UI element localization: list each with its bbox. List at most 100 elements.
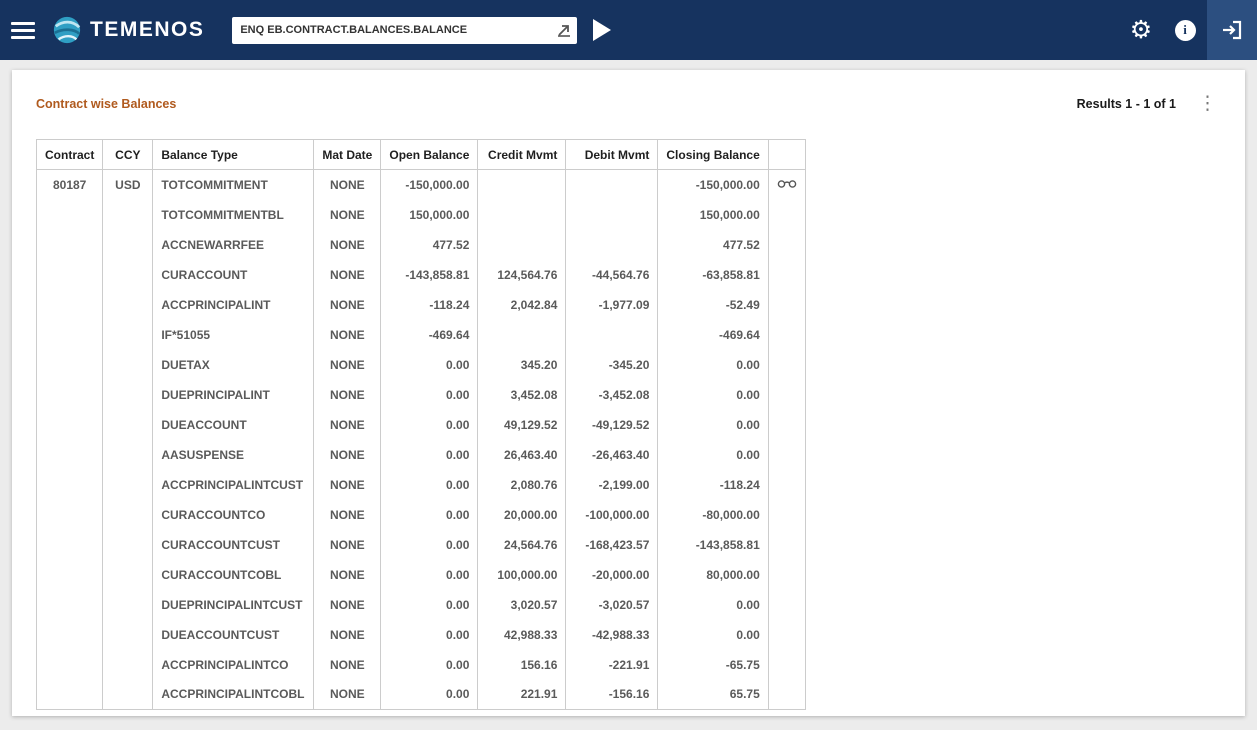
sign-out-button[interactable] — [1207, 0, 1257, 60]
cell-balance-type: CURACCOUNTCOBL — [152, 559, 315, 590]
temenos-logo: TEMENOS — [52, 15, 204, 45]
command-input[interactable] — [232, 16, 578, 44]
cell-contract — [35, 559, 104, 590]
cell-debit-mvmt: -100,000.00 — [565, 499, 659, 530]
settings-button[interactable]: ⚙ — [1119, 0, 1163, 60]
cell-credit-mvmt — [477, 319, 567, 350]
cell-contract — [35, 439, 104, 470]
cell-open-balance: 477.52 — [380, 229, 479, 260]
cell-debit-mvmt: -42,988.33 — [565, 619, 659, 650]
page-title: Contract wise Balances — [36, 96, 177, 111]
top-navigation-bar: TEMENOS ⚙ i — [0, 0, 1257, 60]
cell-closing-balance: -143,858.81 — [657, 529, 769, 560]
cell-mat-date: NONE — [313, 619, 382, 650]
cell-balance-type: ACCPRINCIPALINTCUST — [152, 469, 315, 500]
cell-credit-mvmt — [477, 169, 567, 200]
cell-mat-date: NONE — [313, 589, 382, 620]
cell-mat-date: NONE — [313, 649, 382, 680]
cell-balance-type: ACCNEWARRFEE — [152, 229, 315, 260]
cell-debit-mvmt — [565, 199, 659, 230]
info-button[interactable]: i — [1163, 0, 1207, 60]
col-header-contract: Contract — [35, 139, 104, 170]
cell-closing-balance: 0.00 — [657, 589, 769, 620]
col-header-credit-mvmt: Credit Mvmt — [477, 139, 567, 170]
cell-contract — [35, 259, 104, 290]
cell-mat-date: NONE — [313, 679, 382, 710]
col-header-actions — [767, 139, 806, 170]
cell-open-balance: 0.00 — [380, 409, 479, 440]
cell-actions — [767, 169, 806, 200]
cell-debit-mvmt — [565, 169, 659, 200]
cell-credit-mvmt: 345.20 — [477, 349, 567, 380]
globe-logo-icon — [53, 16, 81, 44]
more-options-icon[interactable]: ⋮ — [1198, 93, 1217, 114]
cell-credit-mvmt: 42,988.33 — [477, 619, 567, 650]
hamburger-menu-icon[interactable] — [0, 0, 46, 60]
cell-mat-date: NONE — [313, 439, 382, 470]
cell-actions — [767, 349, 806, 380]
cell-contract — [35, 649, 104, 680]
cell-mat-date: NONE — [313, 319, 382, 350]
cell-open-balance: -469.64 — [380, 319, 479, 350]
cell-mat-date: NONE — [313, 289, 382, 320]
cell-closing-balance: -469.64 — [657, 319, 769, 350]
cell-ccy — [102, 199, 154, 230]
submit-command-icon[interactable] — [555, 21, 573, 39]
cell-actions — [767, 559, 806, 590]
cell-mat-date: NONE — [313, 409, 382, 440]
table-row: AASUSPENSE NONE 0.00 26,463.40 -26,463.4… — [35, 439, 806, 470]
cell-ccy — [102, 619, 154, 650]
cell-balance-type: DUETAX — [152, 349, 315, 380]
results-count: Results 1 - 1 of 1 — [1076, 96, 1176, 111]
contract-balances-table: Contract CCY Balance Type Mat Date Open … — [35, 139, 806, 710]
cell-credit-mvmt — [477, 199, 567, 230]
cell-closing-balance: 0.00 — [657, 349, 769, 380]
cell-actions — [767, 529, 806, 560]
cell-balance-type: ACCPRINCIPALINTCO — [152, 649, 315, 680]
cell-ccy — [102, 289, 154, 320]
col-header-open-balance: Open Balance — [380, 139, 479, 170]
cell-contract — [35, 589, 104, 620]
cell-open-balance: -118.24 — [380, 289, 479, 320]
cell-contract — [35, 319, 104, 350]
cell-open-balance: 150,000.00 — [380, 199, 479, 230]
brand-name: TEMENOS — [90, 18, 205, 41]
cell-debit-mvmt: -20,000.00 — [565, 559, 659, 590]
cell-closing-balance: 0.00 — [657, 409, 769, 440]
cell-closing-balance: -65.75 — [657, 649, 769, 680]
cell-credit-mvmt: 100,000.00 — [477, 559, 567, 590]
cell-contract — [35, 349, 104, 380]
cell-debit-mvmt: -2,199.00 — [565, 469, 659, 500]
cell-contract — [35, 379, 104, 410]
table-row: ACCPRINCIPALINT NONE -118.24 2,042.84 -1… — [35, 289, 806, 320]
cell-actions — [767, 469, 806, 500]
cell-mat-date: NONE — [313, 349, 382, 380]
table-row: DUETAX NONE 0.00 345.20 -345.20 0.00 — [35, 349, 806, 380]
run-command-button[interactable] — [589, 15, 615, 45]
table-row: ACCPRINCIPALINTCUST NONE 0.00 2,080.76 -… — [35, 469, 806, 500]
table-row: DUEPRINCIPALINT NONE 0.00 3,452.08 -3,45… — [35, 379, 806, 410]
cell-mat-date: NONE — [313, 229, 382, 260]
table-header: Contract CCY Balance Type Mat Date Open … — [35, 139, 806, 170]
cell-actions — [767, 319, 806, 350]
sign-out-icon — [1223, 20, 1242, 40]
cell-open-balance: 0.00 — [380, 499, 479, 530]
cell-debit-mvmt: -26,463.40 — [565, 439, 659, 470]
table-row: DUEACCOUNTCUST NONE 0.00 42,988.33 -42,9… — [35, 619, 806, 650]
cell-ccy — [102, 529, 154, 560]
view-details-icon[interactable] — [777, 178, 797, 189]
col-header-debit-mvmt: Debit Mvmt — [565, 139, 659, 170]
cell-closing-balance: 477.52 — [657, 229, 769, 260]
cell-actions — [767, 499, 806, 530]
cell-contract — [35, 229, 104, 260]
info-icon: i — [1174, 19, 1196, 41]
cell-balance-type: ACCPRINCIPALINTCOBL — [152, 679, 315, 710]
cell-ccy — [102, 679, 154, 710]
cell-balance-type: ACCPRINCIPALINT — [152, 289, 315, 320]
cell-closing-balance: -150,000.00 — [657, 169, 769, 200]
table-row: CURACCOUNTCO NONE 0.00 20,000.00 -100,00… — [35, 499, 806, 530]
cell-open-balance: 0.00 — [380, 619, 479, 650]
cell-ccy — [102, 499, 154, 530]
cell-debit-mvmt: -3,452.08 — [565, 379, 659, 410]
cell-debit-mvmt: -44,564.76 — [565, 259, 659, 290]
